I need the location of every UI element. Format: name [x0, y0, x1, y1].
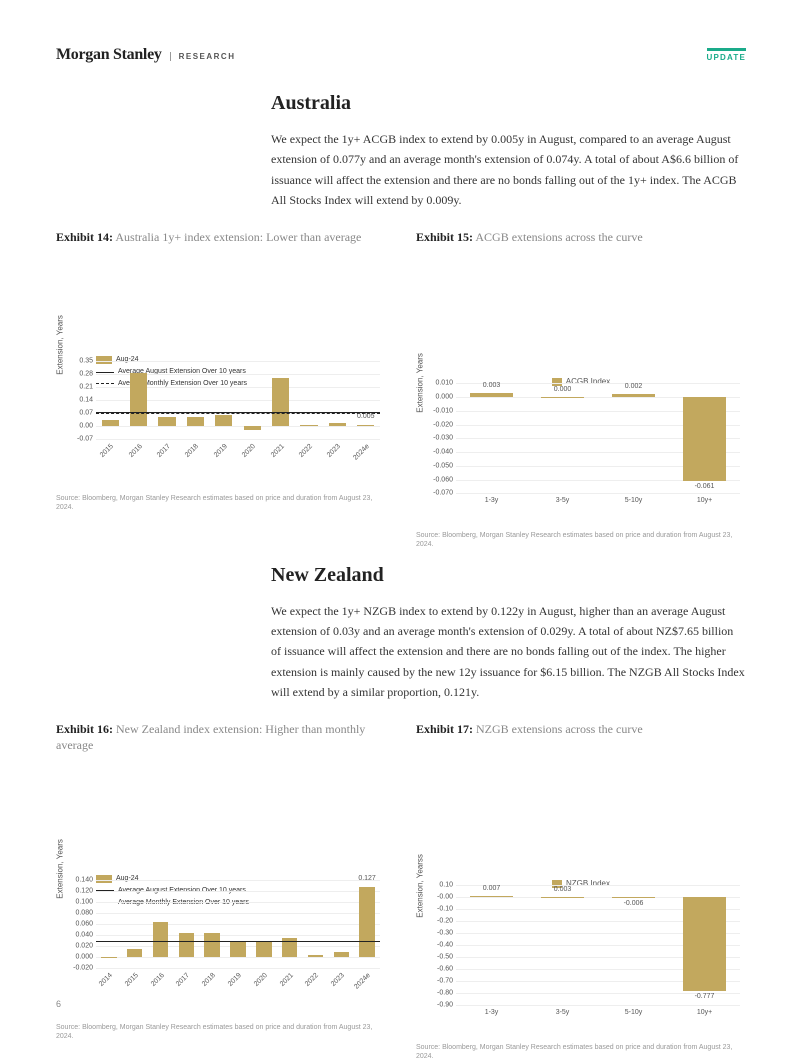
australia-body: We expect the 1y+ ACGB index to extend b… [271, 129, 746, 211]
page-header: Morgan Stanley RESEARCH UPDATE [56, 46, 746, 64]
exhibit-14-chart: -0.070.000.070.140.210.280.3520152016201… [56, 355, 386, 490]
exhibit-17-chart: -0.90-0.80-0.70-0.60-0.50-0.40-0.30-0.20… [416, 879, 746, 1039]
update-badge: UPDATE [707, 48, 747, 62]
exhibit-16-chart: -0.0200.0000.0200.0400.0600.0800.1000.12… [56, 874, 386, 1019]
exhibit-16-title: Exhibit 16: New Zealand index extension:… [56, 721, 386, 755]
exhibit-15-source: Source: Bloomberg, Morgan Stanley Resear… [416, 531, 746, 549]
exhibit-14-source: Source: Bloomberg, Morgan Stanley Resear… [56, 494, 386, 512]
exhibit-17-title: Exhibit 17: NZGB extensions across the c… [416, 721, 746, 738]
exhibit-16: Exhibit 16: New Zealand index extension:… [56, 721, 386, 1061]
exhibits-row-1: Exhibit 14: Australia 1y+ index extensio… [56, 229, 746, 550]
exhibits-row-2: Exhibit 16: New Zealand index extension:… [56, 721, 746, 1061]
exhibit-15-chart: -0.070-0.060-0.050-0.040-0.030-0.020-0.0… [416, 377, 746, 527]
newzealand-body: We expect the 1y+ NZGB index to extend b… [271, 601, 746, 703]
brand-name: Morgan Stanley [56, 46, 162, 64]
newzealand-section: New Zealand We expect the 1y+ NZGB index… [271, 564, 746, 703]
brand-research-label: RESEARCH [170, 52, 236, 61]
exhibit-14: Exhibit 14: Australia 1y+ index extensio… [56, 229, 386, 550]
exhibit-14-title: Exhibit 14: Australia 1y+ index extensio… [56, 229, 386, 246]
brand-block: Morgan Stanley RESEARCH [56, 46, 235, 64]
australia-title: Australia [271, 92, 746, 115]
page: Morgan Stanley RESEARCH UPDATE Australia… [0, 0, 802, 1037]
newzealand-title: New Zealand [271, 564, 746, 587]
australia-section: Australia We expect the 1y+ ACGB index t… [271, 92, 746, 211]
exhibit-16-source: Source: Bloomberg, Morgan Stanley Resear… [56, 1023, 386, 1041]
exhibit-17: Exhibit 17: NZGB extensions across the c… [416, 721, 746, 1061]
exhibit-15-title: Exhibit 15: ACGB extensions across the c… [416, 229, 746, 246]
page-number: 6 [56, 999, 61, 1009]
exhibit-17-source: Source: Bloomberg, Morgan Stanley Resear… [416, 1043, 746, 1061]
exhibit-15: Exhibit 15: ACGB extensions across the c… [416, 229, 746, 550]
